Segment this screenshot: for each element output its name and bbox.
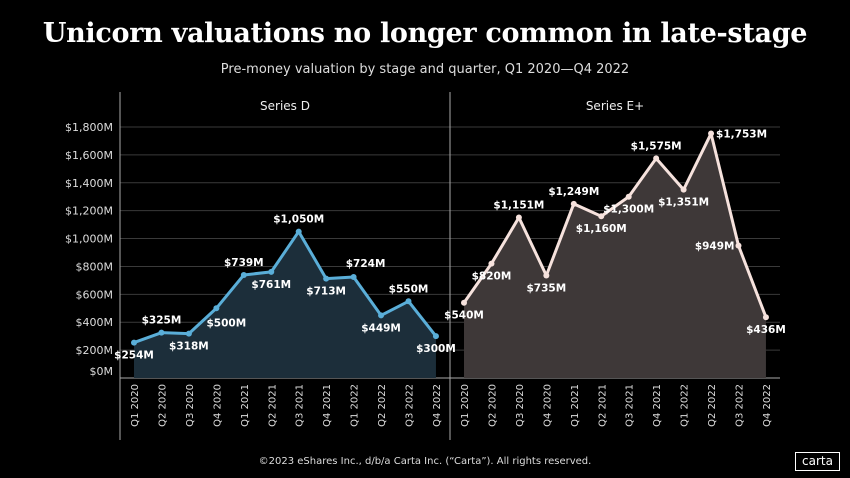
data-label: $761M	[251, 279, 291, 291]
data-label: $1,351M	[658, 197, 709, 209]
x-tick-label: Q4 2021	[322, 384, 333, 427]
data-label: $318M	[169, 341, 209, 353]
x-tick-label: Q2 2022	[377, 384, 388, 427]
x-tick-label: Q1 2020	[130, 384, 141, 427]
data-point	[378, 312, 385, 319]
data-label: $739M	[224, 257, 264, 269]
x-tick-label: Q3 2022	[405, 384, 416, 427]
data-label: $1,753M	[716, 129, 767, 141]
y-tick-label: $600M	[76, 288, 114, 301]
carta-logo: carta	[795, 452, 840, 471]
data-point	[680, 186, 687, 193]
y-tick-label: $0M	[90, 365, 114, 378]
y-tick-label: $200M	[76, 344, 114, 357]
data-point	[240, 271, 247, 278]
y-tick-label: $1,400M	[65, 177, 113, 190]
x-tick-label: Q3 2020	[515, 384, 526, 427]
data-point	[295, 228, 302, 235]
data-label: $820M	[472, 271, 512, 283]
x-tick-label: Q4 2020	[212, 384, 223, 427]
x-tick-label: Q1 2020	[460, 384, 471, 427]
data-label: $300M	[416, 343, 456, 355]
data-label: $1,151M	[493, 199, 544, 211]
x-tick-label: Q1 2021	[570, 384, 581, 427]
data-label: $713M	[306, 286, 346, 298]
data-point	[708, 130, 715, 137]
data-label: $1,160M	[576, 223, 627, 235]
data-point	[432, 333, 439, 340]
data-point	[762, 314, 769, 321]
y-tick-label: $1,200M	[65, 205, 113, 218]
data-label: $1,249M	[548, 186, 599, 198]
data-label: $1,300M	[603, 204, 654, 216]
data-label: $449M	[361, 322, 401, 334]
x-tick-label: Q2 2021	[597, 384, 608, 427]
x-tick-label: Q3 2021	[295, 384, 306, 427]
x-tick-label: Q4 2022	[432, 384, 443, 427]
chart-subtitle: Pre-money valuation by stage and quarter…	[220, 62, 630, 77]
y-tick-label: $800M	[76, 260, 114, 273]
series-area	[134, 231, 436, 378]
data-point	[158, 329, 165, 336]
data-label: $325M	[142, 315, 182, 327]
x-tick-label: Q1 2021	[240, 384, 251, 427]
data-point	[653, 155, 660, 162]
data-label: $1,575M	[631, 140, 682, 152]
x-tick-label: Q2 2020	[157, 384, 168, 427]
data-point	[213, 305, 220, 312]
data-point	[570, 200, 577, 207]
x-tick-label: Q3 2021	[625, 384, 636, 427]
data-label: $500M	[207, 317, 247, 329]
data-label: $254M	[114, 350, 154, 362]
data-point	[268, 268, 275, 275]
y-tick-label: $1,600M	[65, 149, 113, 162]
data-point	[625, 193, 632, 200]
data-point	[461, 299, 467, 306]
data-point	[323, 275, 330, 282]
panel-title: Series D	[260, 99, 310, 113]
series-line	[133, 230, 438, 344]
y-tick-label: $400M	[76, 316, 114, 329]
data-point	[131, 339, 137, 346]
data-label: $949M	[695, 241, 735, 253]
x-tick-label: Q2 2022	[707, 384, 718, 427]
data-label: $550M	[389, 283, 429, 295]
x-tick-label: Q3 2020	[185, 384, 196, 427]
x-tick-label: Q1 2022	[350, 384, 361, 427]
data-point	[543, 272, 550, 279]
x-tick-label: Q3 2022	[735, 384, 746, 427]
x-tick-label: Q4 2022	[762, 384, 773, 427]
data-label: $735M	[527, 283, 567, 295]
data-point	[185, 330, 192, 337]
panel-title: Series E+	[586, 99, 644, 113]
data-point	[488, 260, 495, 267]
x-tick-label: Q1 2022	[680, 384, 691, 427]
data-label: $1,050M	[273, 214, 324, 226]
data-point	[735, 242, 742, 249]
data-label: $436M	[746, 324, 786, 336]
series-area	[464, 133, 766, 378]
y-tick-label: $1,000M	[65, 233, 113, 246]
data-point	[598, 213, 605, 220]
series-line	[462, 132, 768, 318]
y-tick-label: $1,800M	[65, 121, 113, 134]
data-point	[405, 298, 412, 305]
chart-title: Unicorn valuations no longer common in l…	[42, 18, 808, 49]
x-tick-label: Q4 2020	[542, 384, 553, 427]
copyright-footer: ©2023 eShares Inc., d/b/a Carta Inc. (“C…	[258, 456, 592, 467]
data-point	[515, 214, 522, 221]
data-label: $724M	[346, 258, 386, 270]
x-tick-label: Q4 2021	[652, 384, 663, 427]
data-point	[350, 274, 357, 281]
data-label: $540M	[444, 310, 484, 322]
x-tick-label: Q2 2021	[267, 384, 278, 427]
x-tick-label: Q2 2020	[487, 384, 498, 427]
